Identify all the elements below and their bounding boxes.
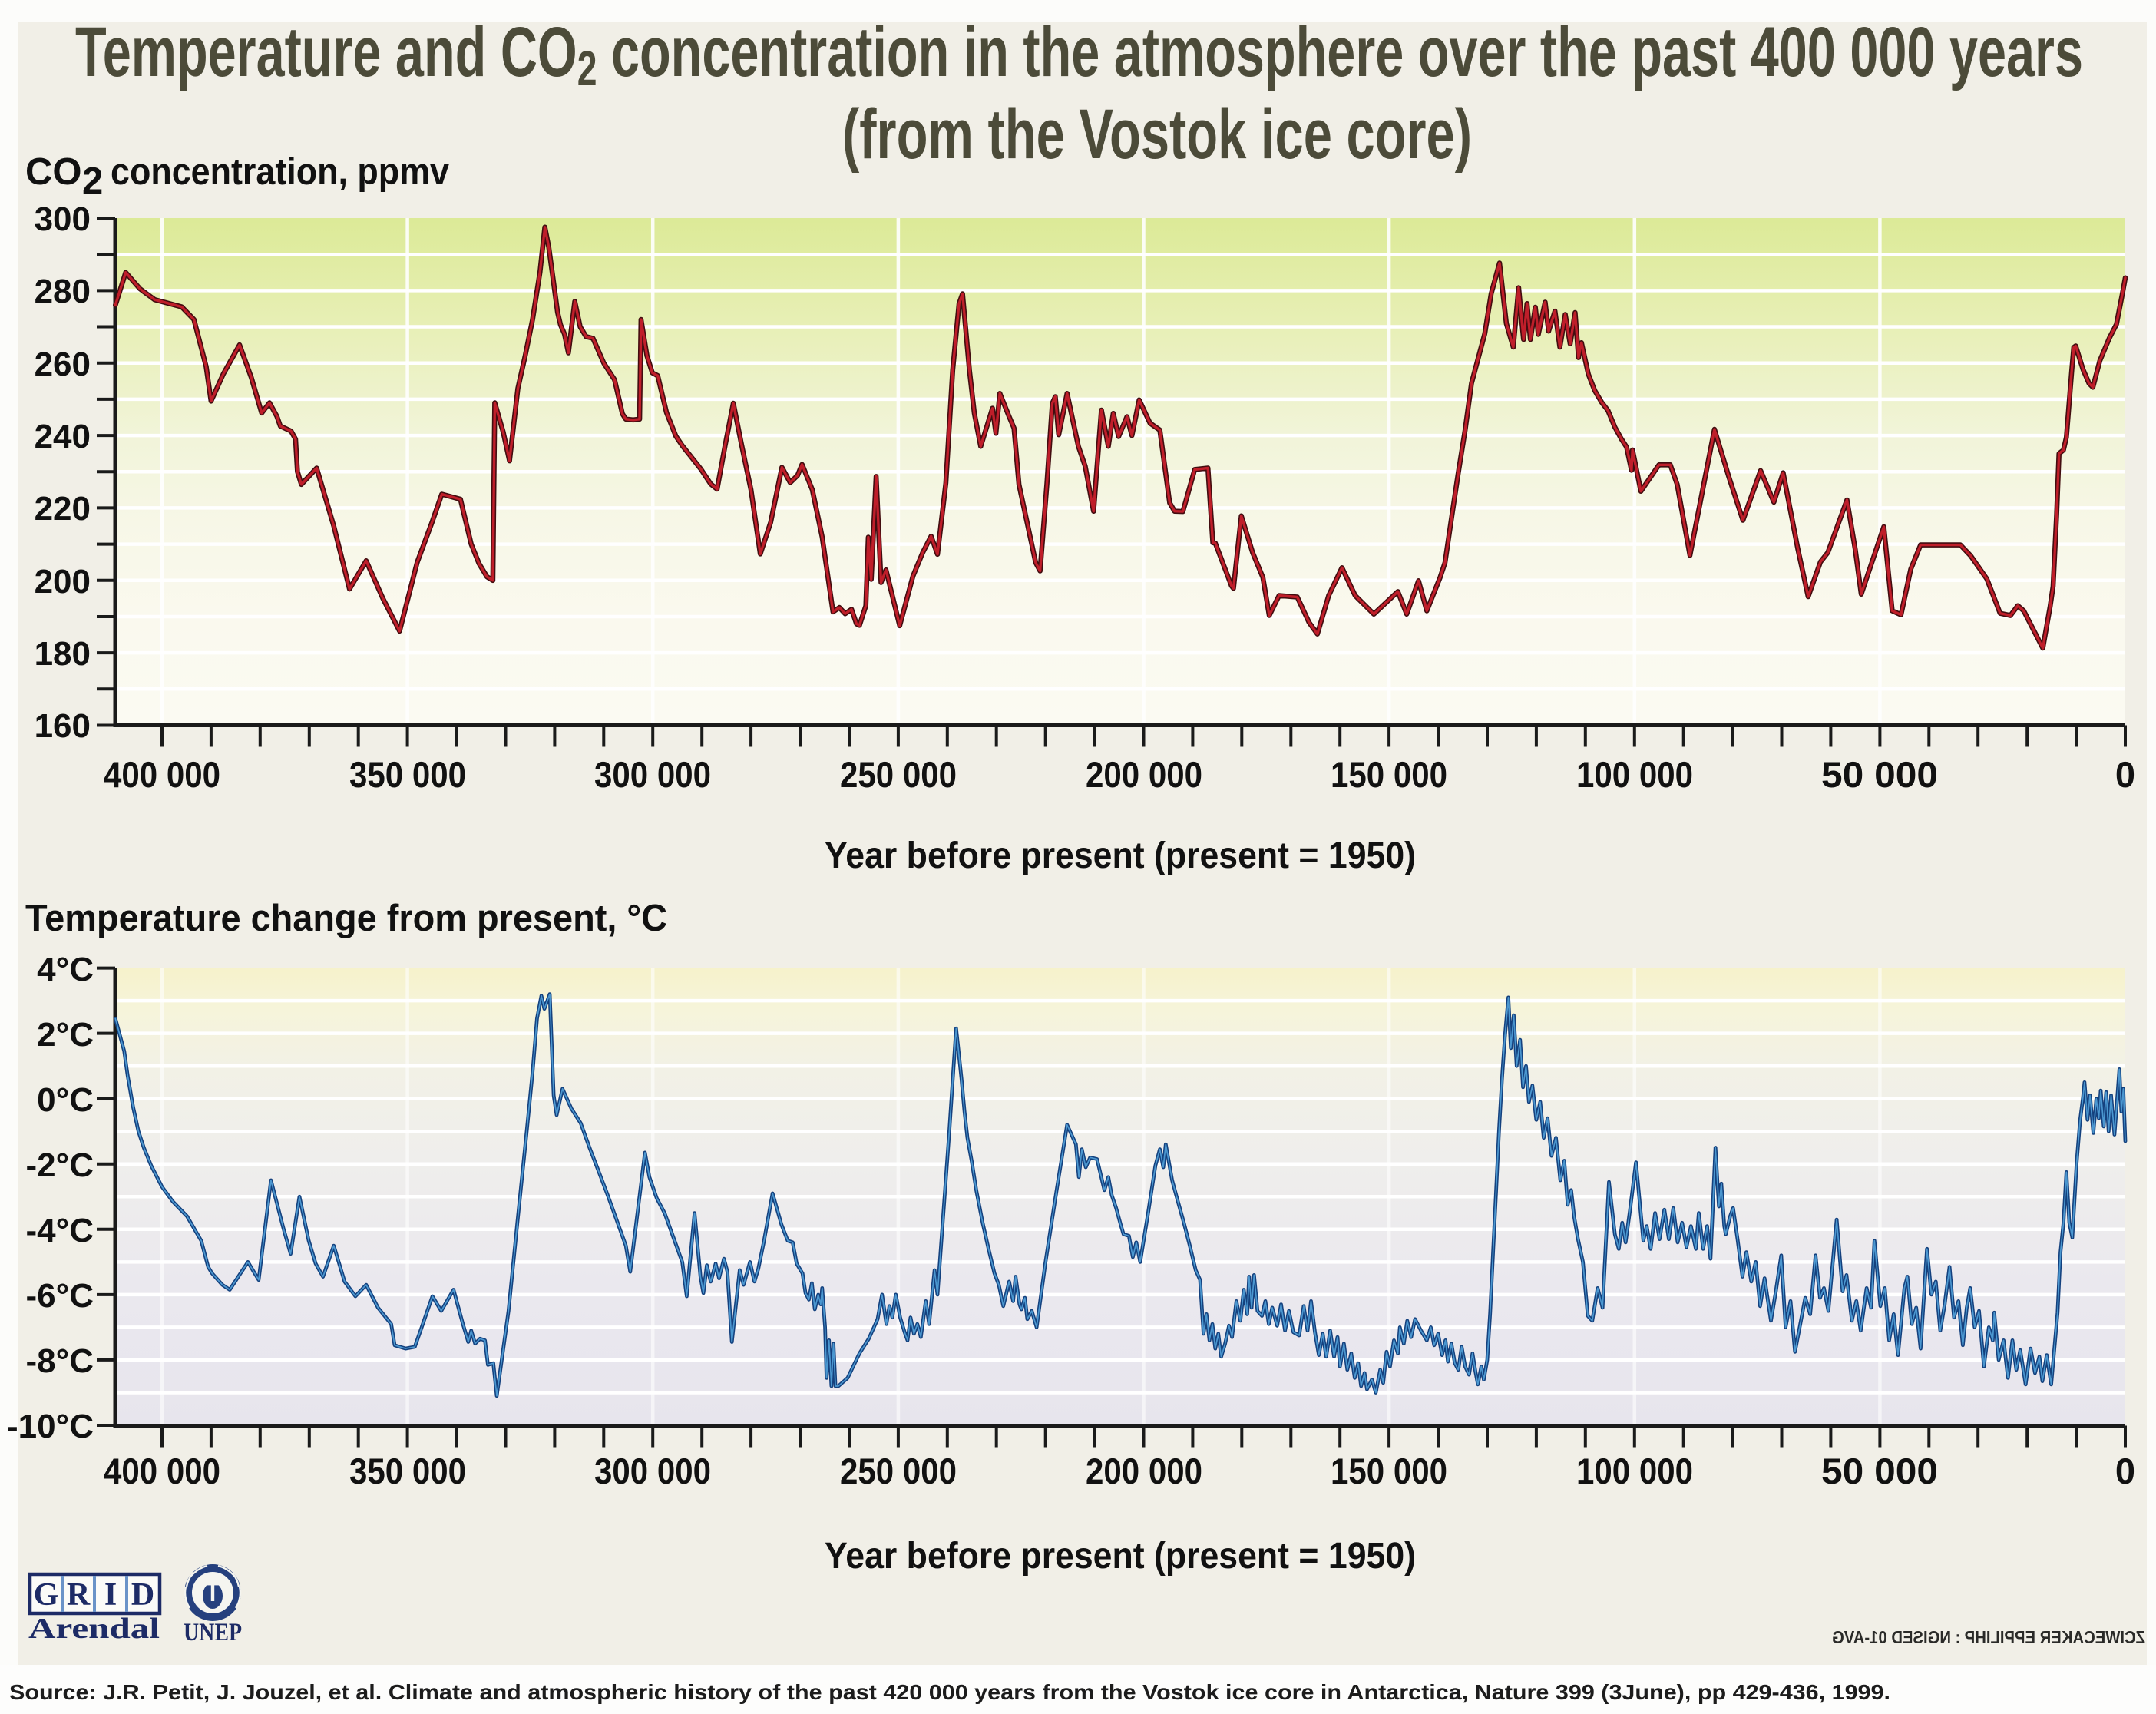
svg-text:100 000: 100 000 bbox=[1576, 1451, 1693, 1491]
svg-text:350 000: 350 000 bbox=[349, 1451, 466, 1491]
svg-text:CO: CO bbox=[25, 151, 82, 193]
svg-text:4°C: 4°C bbox=[37, 951, 94, 988]
svg-text:200 000: 200 000 bbox=[1086, 754, 1202, 795]
svg-text:0: 0 bbox=[2115, 1451, 2135, 1491]
svg-text:300: 300 bbox=[35, 200, 91, 238]
svg-text:Arendal: Arendal bbox=[28, 1613, 160, 1645]
svg-text:50 000: 50 000 bbox=[1821, 754, 1938, 795]
svg-text:150 000: 150 000 bbox=[1331, 754, 1447, 795]
svg-text:250 000: 250 000 bbox=[840, 1451, 957, 1491]
svg-text:250 000: 250 000 bbox=[840, 754, 957, 795]
svg-text:-2°C: -2°C bbox=[26, 1147, 94, 1184]
svg-text:Year before present (present =: Year before present (present = 1950) bbox=[825, 1536, 1416, 1577]
svg-text:R: R bbox=[67, 1577, 91, 1613]
svg-text:ZCIWECAKER EPPILIHP : NGISED 0: ZCIWECAKER EPPILIHP : NGISED 01-AVG bbox=[1832, 1627, 2145, 1647]
svg-text:350 000: 350 000 bbox=[349, 754, 466, 795]
svg-text:Source: J.R. Petit, J. Jouzel,: Source: J.R. Petit, J. Jouzel, et al. Cl… bbox=[9, 1680, 1890, 1704]
svg-text:200 000: 200 000 bbox=[1086, 1451, 1202, 1491]
svg-text:I: I bbox=[104, 1577, 117, 1613]
svg-text:100 000: 100 000 bbox=[1576, 754, 1693, 795]
svg-text:UNEP: UNEP bbox=[184, 1619, 242, 1646]
svg-text:0: 0 bbox=[2115, 754, 2135, 795]
svg-text:400 000: 400 000 bbox=[104, 754, 220, 795]
svg-text:-6°C: -6°C bbox=[26, 1277, 94, 1315]
svg-text:0°C: 0°C bbox=[37, 1081, 94, 1119]
svg-text:G: G bbox=[34, 1577, 59, 1613]
svg-text:220: 220 bbox=[35, 490, 91, 528]
svg-text:Year before present (present =: Year before present (present = 1950) bbox=[825, 835, 1416, 876]
svg-text:280: 280 bbox=[35, 273, 91, 310]
svg-text:-8°C: -8°C bbox=[26, 1342, 94, 1380]
svg-text:150 000: 150 000 bbox=[1331, 1451, 1447, 1491]
svg-text:300 000: 300 000 bbox=[594, 1451, 711, 1491]
svg-text:160: 160 bbox=[35, 707, 91, 745]
svg-text:D: D bbox=[131, 1577, 154, 1613]
svg-text:Temperature change from presen: Temperature change from present, °C bbox=[25, 898, 667, 939]
svg-text:180: 180 bbox=[35, 635, 91, 673]
svg-text:-10°C: -10°C bbox=[7, 1408, 94, 1445]
svg-text:400 000: 400 000 bbox=[104, 1451, 220, 1491]
svg-text:(from the Vostok ice core): (from the Vostok ice core) bbox=[842, 95, 1472, 174]
svg-text:50 000: 50 000 bbox=[1821, 1451, 1938, 1491]
svg-text:240: 240 bbox=[35, 418, 91, 455]
svg-text:200: 200 bbox=[35, 563, 91, 601]
svg-text:260: 260 bbox=[35, 346, 91, 383]
svg-text:-4°C: -4°C bbox=[26, 1212, 94, 1249]
svg-text:concentration, ppmv: concentration, ppmv bbox=[111, 151, 450, 193]
svg-text:Temperature and CO2 concentrat: Temperature and CO2 concentration in the… bbox=[75, 13, 2083, 96]
svg-text:2°C: 2°C bbox=[37, 1016, 94, 1054]
svg-text:2: 2 bbox=[82, 160, 103, 202]
svg-text:300 000: 300 000 bbox=[594, 754, 711, 795]
